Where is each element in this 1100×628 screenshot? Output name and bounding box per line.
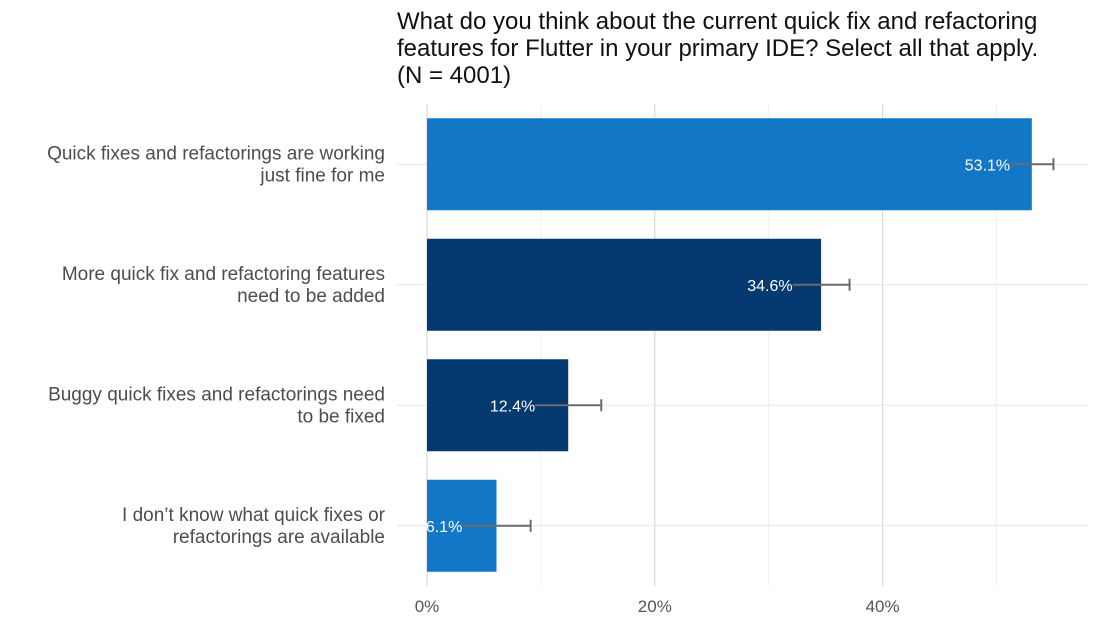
data-label: 12.4% — [490, 398, 535, 415]
x-tick-label: 20% — [638, 597, 672, 616]
bar-layer — [427, 118, 1055, 572]
chart-title-line-3: (N = 4001) — [397, 62, 512, 89]
data-label: 34.6% — [747, 278, 792, 295]
category-label: need to be added — [237, 286, 385, 307]
category-label: More quick fix and refactoring features — [62, 264, 385, 285]
category-label: to be fixed — [297, 406, 385, 427]
chart-title-line-2: features for Flutter in your primary IDE… — [397, 35, 1039, 62]
chart-title: What do you think about the current quic… — [397, 8, 1097, 89]
category-label: Quick fixes and refactorings are working — [47, 143, 385, 164]
x-tick-label: 40% — [866, 597, 900, 616]
label-layer: 0% 20% 40% 53.1% Quick fixes and refactoring… — [47, 143, 1010, 616]
data-label: 6.1% — [426, 519, 462, 536]
data-label: 53.1% — [965, 157, 1010, 174]
category-label: Buggy quick fixes and refactorings need — [48, 384, 385, 405]
category-label: I don’t know what quick fixes or — [122, 505, 386, 526]
bar — [427, 118, 1032, 211]
x-tick-label: 0% — [415, 597, 440, 616]
bar — [427, 238, 822, 331]
category-label: just fine for me — [259, 165, 385, 186]
category-label: refactorings are available — [173, 527, 385, 548]
chart-title-line-1: What do you think about the current quic… — [397, 8, 1038, 35]
